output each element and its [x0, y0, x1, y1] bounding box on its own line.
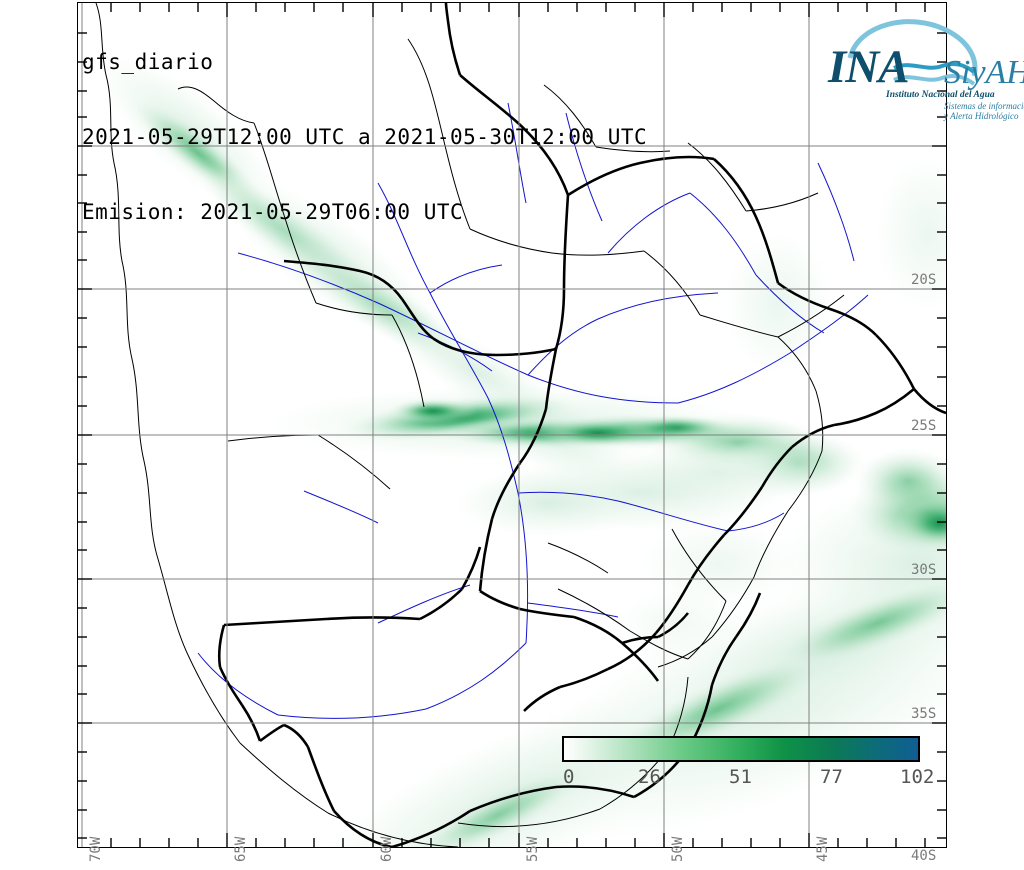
- ina-siyah-logo: INA SiyAH Instituto Nacional del Agua Si…: [828, 14, 1024, 121]
- axis-ticks: [78, 3, 946, 847]
- colorbar[interactable]: [562, 736, 920, 762]
- colorbar-tick-0: 0: [563, 766, 575, 788]
- lon-label-45w: 45W: [815, 836, 831, 862]
- map-title-block: gfs_diario 2021-05-29T12:00 UTC a 2021-0…: [82, 0, 647, 275]
- map-plot-area[interactable]: [77, 2, 947, 848]
- lat-label-25s: 25S: [911, 418, 937, 434]
- lon-label-50w: 50W: [670, 836, 686, 862]
- logo-system-subtitle: Sistemas de información y Alerta Hidroló…: [944, 101, 1024, 121]
- valid-range: 2021-05-29T12:00 UTC a 2021-05-30T12:00 …: [82, 125, 648, 149]
- map-gridlines: [81, 3, 946, 847]
- logo-system-name: SiyAH: [944, 54, 1024, 91]
- colorbar-tick-26: 26: [638, 766, 661, 788]
- colorbar-tick-51: 51: [729, 766, 752, 788]
- lat-label-40s: 40S: [911, 848, 937, 864]
- model-name: gfs_diario: [82, 50, 214, 74]
- lon-label-55w: 55W: [525, 836, 541, 862]
- lon-label-65w: 65W: [233, 836, 249, 862]
- lon-label-60w: 60W: [379, 836, 395, 862]
- logo-subtitle-line2: y Alerta Hidrológico: [944, 111, 1019, 121]
- colorbar-gradient: [564, 738, 918, 760]
- logo-institute-name: Instituto Nacional del Agua: [886, 90, 995, 100]
- issue-time: Emision: 2021-05-29T06:00 UTC: [82, 200, 464, 224]
- lat-label-30s: 30S: [911, 562, 937, 578]
- precipitation-field: [92, 49, 946, 847]
- logo-wave-icon: [847, 19, 978, 86]
- colorbar-tick-77: 77: [820, 766, 843, 788]
- colorbar-tick-102: 102: [900, 766, 935, 788]
- map-canvas: [78, 3, 946, 847]
- logo-subtitle-line1: Sistemas de información: [944, 101, 1024, 111]
- lon-label-70w: 70W: [88, 836, 104, 862]
- lat-label-20s: 20S: [911, 272, 937, 288]
- lat-label-35s: 35S: [911, 706, 937, 722]
- logo-acronym: INA: [828, 41, 910, 93]
- coastline: [95, 3, 845, 847]
